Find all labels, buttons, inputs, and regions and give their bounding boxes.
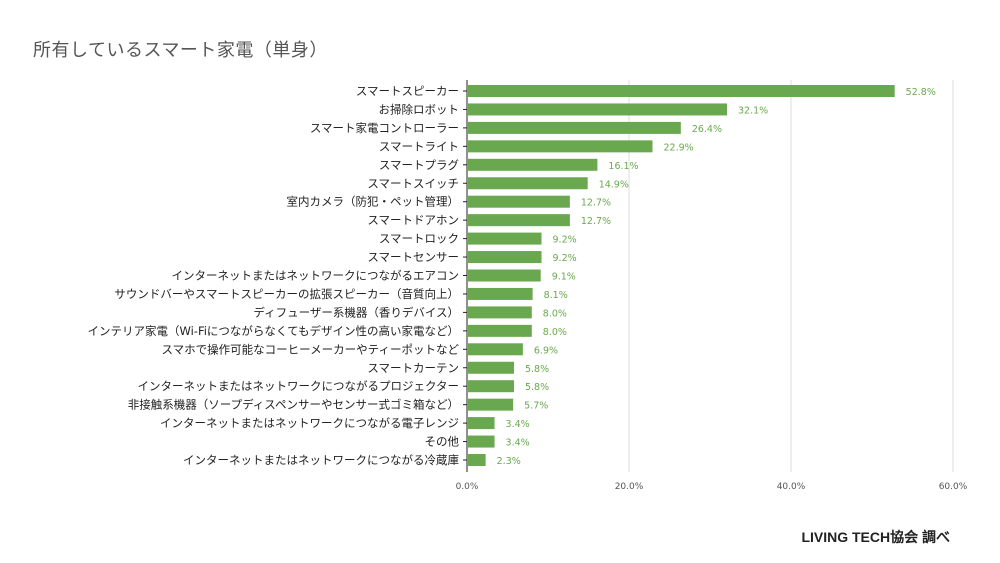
data-label: 3.4% <box>506 419 530 430</box>
data-label: 5.8% <box>525 364 549 375</box>
category-label: スマートプラグ <box>379 158 460 172</box>
bar <box>468 324 532 337</box>
category-label: 非接触系機器（ソープディスペンサーやセンサー式ゴミ箱など） <box>128 398 459 412</box>
data-label: 8.1% <box>544 290 568 301</box>
chart-title: 所有しているスマート家電（単身） <box>33 40 328 61</box>
source-credit: LIVING TECH協会 調べ <box>801 529 950 545</box>
data-label: 12.7% <box>581 216 611 227</box>
bar <box>468 140 653 153</box>
category-label: インターネットまたはネットワークにつながる冷蔵庫 <box>183 453 459 467</box>
data-label: 26.4% <box>692 124 722 135</box>
category-label: スマートカーテン <box>367 361 459 375</box>
bar <box>468 398 514 411</box>
x-tick-label: 40.0% <box>777 482 806 492</box>
bar <box>468 232 542 245</box>
bar <box>468 269 541 282</box>
category-label: お掃除ロボット <box>379 102 460 116</box>
data-label: 3.4% <box>506 438 530 449</box>
data-label: 22.9% <box>663 142 693 153</box>
x-tick-label: 0.0% <box>456 482 479 492</box>
bar <box>468 361 514 374</box>
bar <box>468 435 495 448</box>
data-label: 2.3% <box>497 456 521 467</box>
category-label: スマートスピーカー <box>356 84 459 98</box>
category-label: スマートロック <box>379 232 459 246</box>
data-label: 32.1% <box>738 105 768 116</box>
data-label: 8.0% <box>543 327 567 338</box>
bar <box>468 287 533 300</box>
bar <box>468 195 570 208</box>
bar <box>468 214 570 227</box>
category-label: スマート家電コントローラー <box>310 121 459 135</box>
bar <box>468 177 588 190</box>
bar <box>468 158 598 171</box>
bar <box>468 103 728 116</box>
bar <box>468 454 486 466</box>
bar <box>468 306 532 319</box>
category-label: インターネットまたはネットワークにつながる電子レンジ <box>160 416 459 430</box>
category-label: スマホで操作可能なコーヒーメーカーやティーポットなど <box>161 342 459 356</box>
category-label: ディフューザー系機器（香りデバイス） <box>253 305 459 319</box>
category-label: スマートドアホン <box>367 213 459 227</box>
data-label: 9.2% <box>553 235 577 246</box>
data-label: 6.9% <box>534 345 558 356</box>
category-label: その他 <box>425 435 460 449</box>
data-label: 16.1% <box>608 161 638 172</box>
bar <box>468 121 681 134</box>
bar <box>468 343 523 356</box>
category-label: インターネットまたはネットワークにつながるプロジェクター <box>137 379 459 393</box>
category-label: インターネットまたはネットワークにつながるエアコン <box>172 269 460 283</box>
data-label: 9.1% <box>552 272 576 283</box>
x-tick-label: 20.0% <box>615 482 644 492</box>
bar <box>468 85 895 97</box>
data-label: 14.9% <box>599 179 629 190</box>
data-label: 52.8% <box>906 87 936 98</box>
category-label: スマートスイッチ <box>367 176 459 190</box>
bar <box>468 251 542 264</box>
category-label: スマートセンサー <box>367 250 459 264</box>
category-label: サウンドバーやスマートスピーカーの拡張スピーカー（音質向上） <box>114 287 459 301</box>
category-label: インテリア家電（Wi-Fiにつながらなくてもデザイン性の高い家電など） <box>87 324 459 338</box>
data-label: 5.8% <box>525 382 549 393</box>
x-tick-label: 60.0% <box>939 482 968 492</box>
bar <box>468 417 495 430</box>
category-label: 室内カメラ（防犯・ペット管理） <box>287 195 460 209</box>
data-label: 8.0% <box>543 308 567 319</box>
data-label: 5.7% <box>524 401 548 412</box>
data-label: 9.2% <box>553 253 577 264</box>
data-label: 12.7% <box>581 198 611 209</box>
bar <box>468 380 514 393</box>
category-label: スマートライト <box>379 139 459 153</box>
